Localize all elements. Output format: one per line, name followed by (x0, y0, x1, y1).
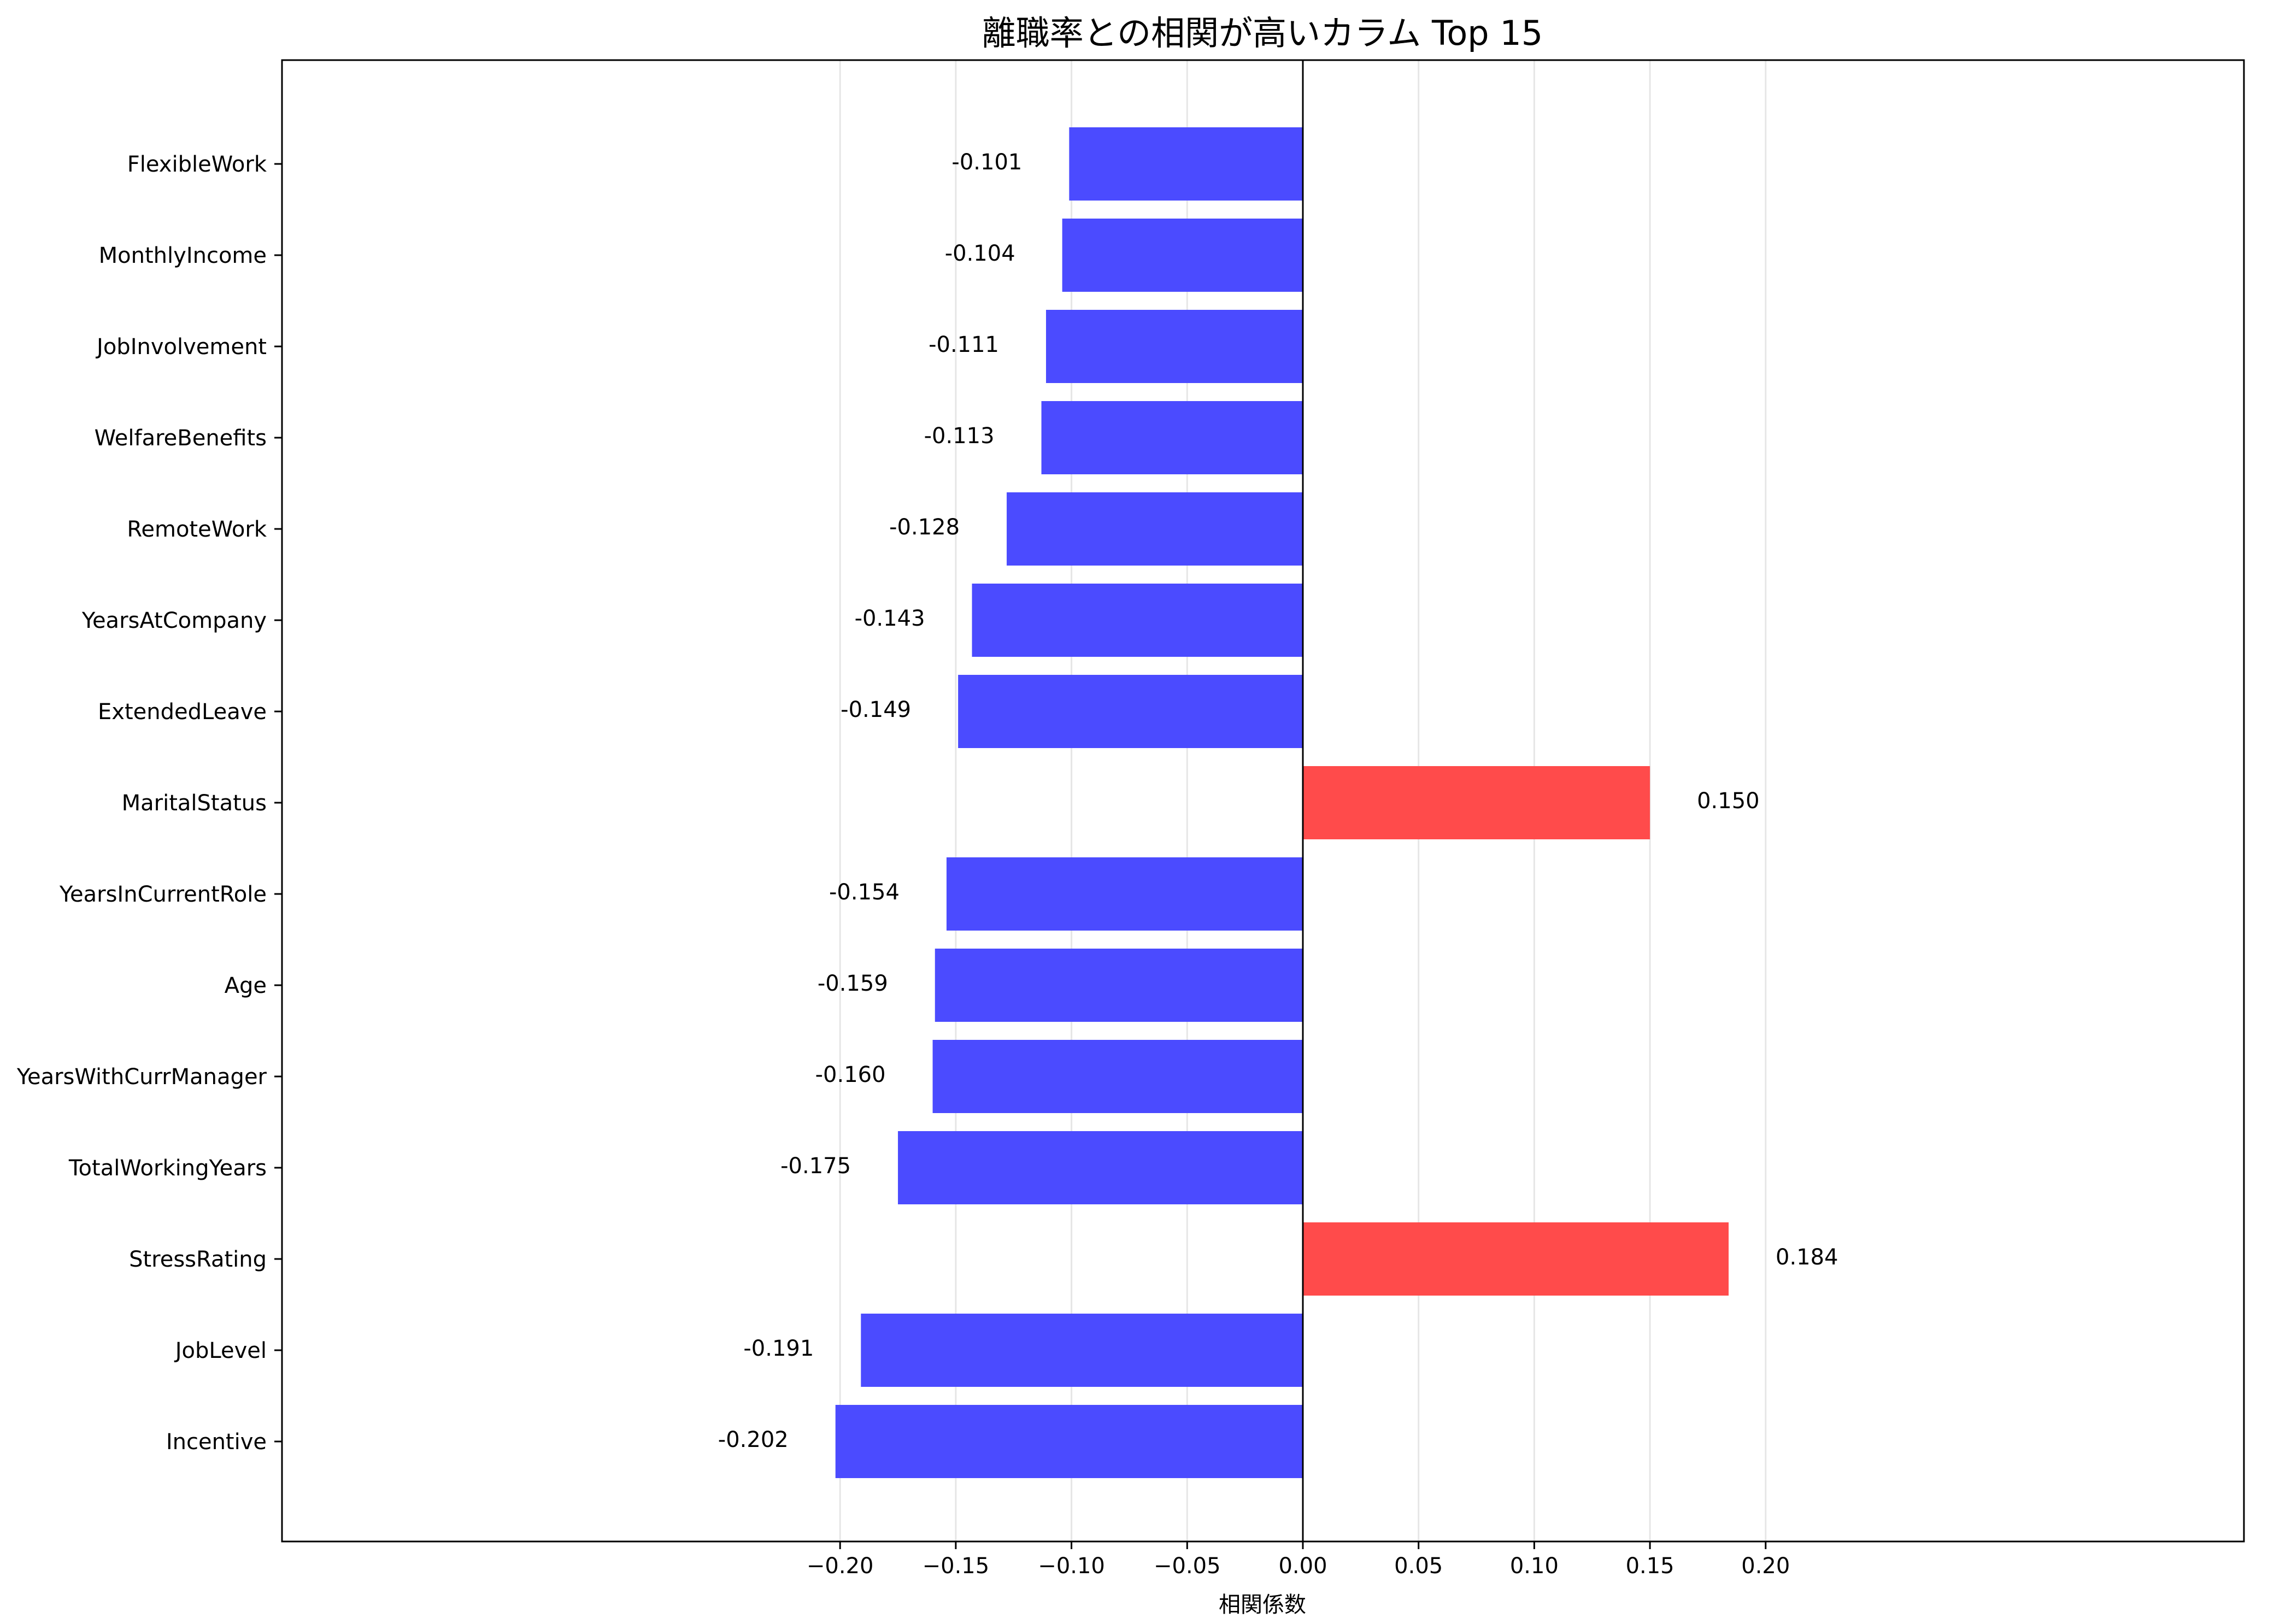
category-label: RemoteWork (127, 517, 267, 542)
bar-ExtendedLeave (958, 675, 1303, 748)
x-tick-label: −0.15 (922, 1554, 990, 1579)
bar-MonthlyIncome (1062, 219, 1303, 292)
category-label: JobInvolvement (95, 334, 267, 360)
value-label: -0.113 (924, 423, 995, 449)
value-label: 0.150 (1697, 789, 1760, 814)
x-axis-label: 相関係数 (1219, 1592, 1306, 1617)
category-label: YearsInCurrentRole (59, 882, 267, 907)
value-label: -0.104 (945, 241, 1015, 266)
category-label: JobLevel (174, 1338, 267, 1363)
category-label: FlexibleWork (127, 152, 267, 177)
category-label: StressRating (129, 1247, 267, 1272)
category-label: YearsWithCurrManager (16, 1064, 267, 1090)
value-label: -0.149 (841, 697, 911, 722)
bar-TotalWorkingYears (898, 1131, 1303, 1204)
category-label: Incentive (166, 1429, 267, 1455)
value-label: -0.175 (780, 1154, 851, 1179)
x-tick-label: −0.20 (807, 1554, 874, 1579)
category-label: MonthlyIncome (99, 243, 267, 268)
bar-Incentive (835, 1405, 1303, 1478)
x-tick-label: 0.10 (1510, 1554, 1559, 1579)
x-tick-label: 0.15 (1626, 1554, 1674, 1579)
chart-title: 離職率との相関が高いカラム Top 15 (982, 13, 1543, 53)
x-tick-label: 0.20 (1741, 1554, 1790, 1579)
bar-YearsWithCurrManager (932, 1040, 1303, 1113)
y-axis-ticks: FlexibleWork MonthlyIncome JobInvolvement W… (16, 152, 282, 1455)
x-tick-label: −0.05 (1154, 1554, 1221, 1579)
category-label: ExtendedLeave (98, 699, 267, 725)
x-tick-label: −0.10 (1038, 1554, 1105, 1579)
bar-Age (935, 949, 1303, 1022)
value-label: 0.184 (1776, 1245, 1838, 1270)
bar-WelfareBenefits (1041, 401, 1303, 474)
category-label: MaritalStatus (122, 791, 267, 816)
category-label: Age (225, 973, 267, 998)
bar-JobInvolvement (1046, 310, 1303, 383)
category-label: TotalWorkingYears (68, 1156, 267, 1181)
value-label: -0.154 (829, 880, 900, 905)
value-label: -0.143 (855, 606, 925, 631)
value-label: -0.111 (929, 332, 999, 357)
value-label: -0.128 (889, 515, 960, 540)
value-label: -0.191 (743, 1336, 814, 1361)
bar-YearsInCurrentRole (946, 857, 1303, 931)
plot-frame (281, 59, 2245, 1543)
value-labels: -0.101 -0.104 -0.111 -0.113 -0.128 -0.143 -0.1… (718, 150, 1838, 1452)
value-label: -0.202 (718, 1427, 789, 1452)
value-label: -0.101 (951, 150, 1022, 175)
x-axis-ticks: −0.20 −0.15 −0.10 −0.05 0.00 0.05 0.10 0.15 0.20 (807, 1541, 1790, 1579)
value-label: -0.160 (815, 1062, 886, 1087)
bar-JobLevel (861, 1314, 1303, 1387)
value-label: -0.159 (818, 971, 888, 996)
x-tick-label: 0.00 (1278, 1554, 1327, 1579)
category-label: WelfareBenefits (95, 426, 267, 451)
bar-StressRating (1303, 1222, 1729, 1296)
bar-RemoteWork (1007, 492, 1303, 566)
bar-FlexibleWork (1069, 127, 1303, 201)
category-label: YearsAtCompany (81, 608, 267, 633)
bars (835, 127, 1729, 1478)
bar-YearsAtCompany (972, 584, 1303, 657)
x-tick-label: 0.05 (1394, 1554, 1443, 1579)
bar-MaritalStatus (1303, 766, 1650, 839)
